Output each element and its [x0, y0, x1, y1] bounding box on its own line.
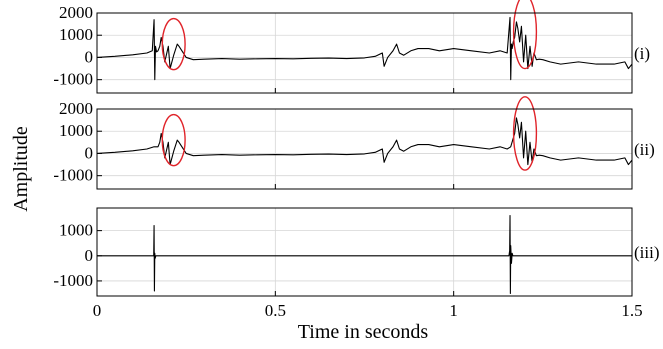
x-axis-label: Time in seconds — [298, 321, 429, 343]
panel-tag: (ii) — [634, 140, 655, 159]
signal-trace — [96, 16, 633, 81]
y-tick-label: -1000 — [53, 70, 93, 89]
y-tick-label: 0 — [85, 143, 94, 162]
panel-background — [97, 13, 632, 93]
panel-tag: (i) — [634, 44, 650, 63]
signal-trace — [97, 214, 632, 295]
x-tick-label: 0 — [93, 301, 102, 320]
panel-tag: (iii) — [634, 243, 660, 262]
y-tick-label: -1000 — [53, 166, 93, 185]
y-tick-label: -1000 — [53, 271, 93, 290]
y-tick-label: 1000 — [59, 221, 93, 240]
x-tick-label: 0.5 — [265, 301, 286, 320]
y-tick-label: 2000 — [59, 99, 93, 118]
y-tick-label: 0 — [85, 246, 94, 265]
panel-frame — [96, 12, 633, 94]
panel-frame — [96, 108, 633, 190]
panel-background — [97, 208, 632, 296]
panel-background — [97, 109, 632, 189]
y-tick-label: 1000 — [59, 121, 93, 140]
y-tick-label: 0 — [85, 47, 94, 66]
highlight-ellipse — [161, 113, 186, 167]
panel-1: 2000 1000 0 -1000 (i) — [53, 0, 650, 94]
panel-2: 2000 1000 0 -1000 (ii) — [53, 96, 655, 190]
y-tick-label: 1000 — [59, 25, 93, 44]
highlight-ellipse — [512, 0, 538, 70]
y-axis-label: Amplitude — [10, 126, 32, 212]
x-tick-label: 1 — [449, 301, 458, 320]
x-tick-label: 1.5 — [621, 301, 642, 320]
y-tick-label: 2000 — [59, 3, 93, 22]
highlight-ellipse — [161, 17, 186, 71]
highlight-ellipse — [512, 96, 538, 171]
panel-frame — [96, 207, 633, 297]
